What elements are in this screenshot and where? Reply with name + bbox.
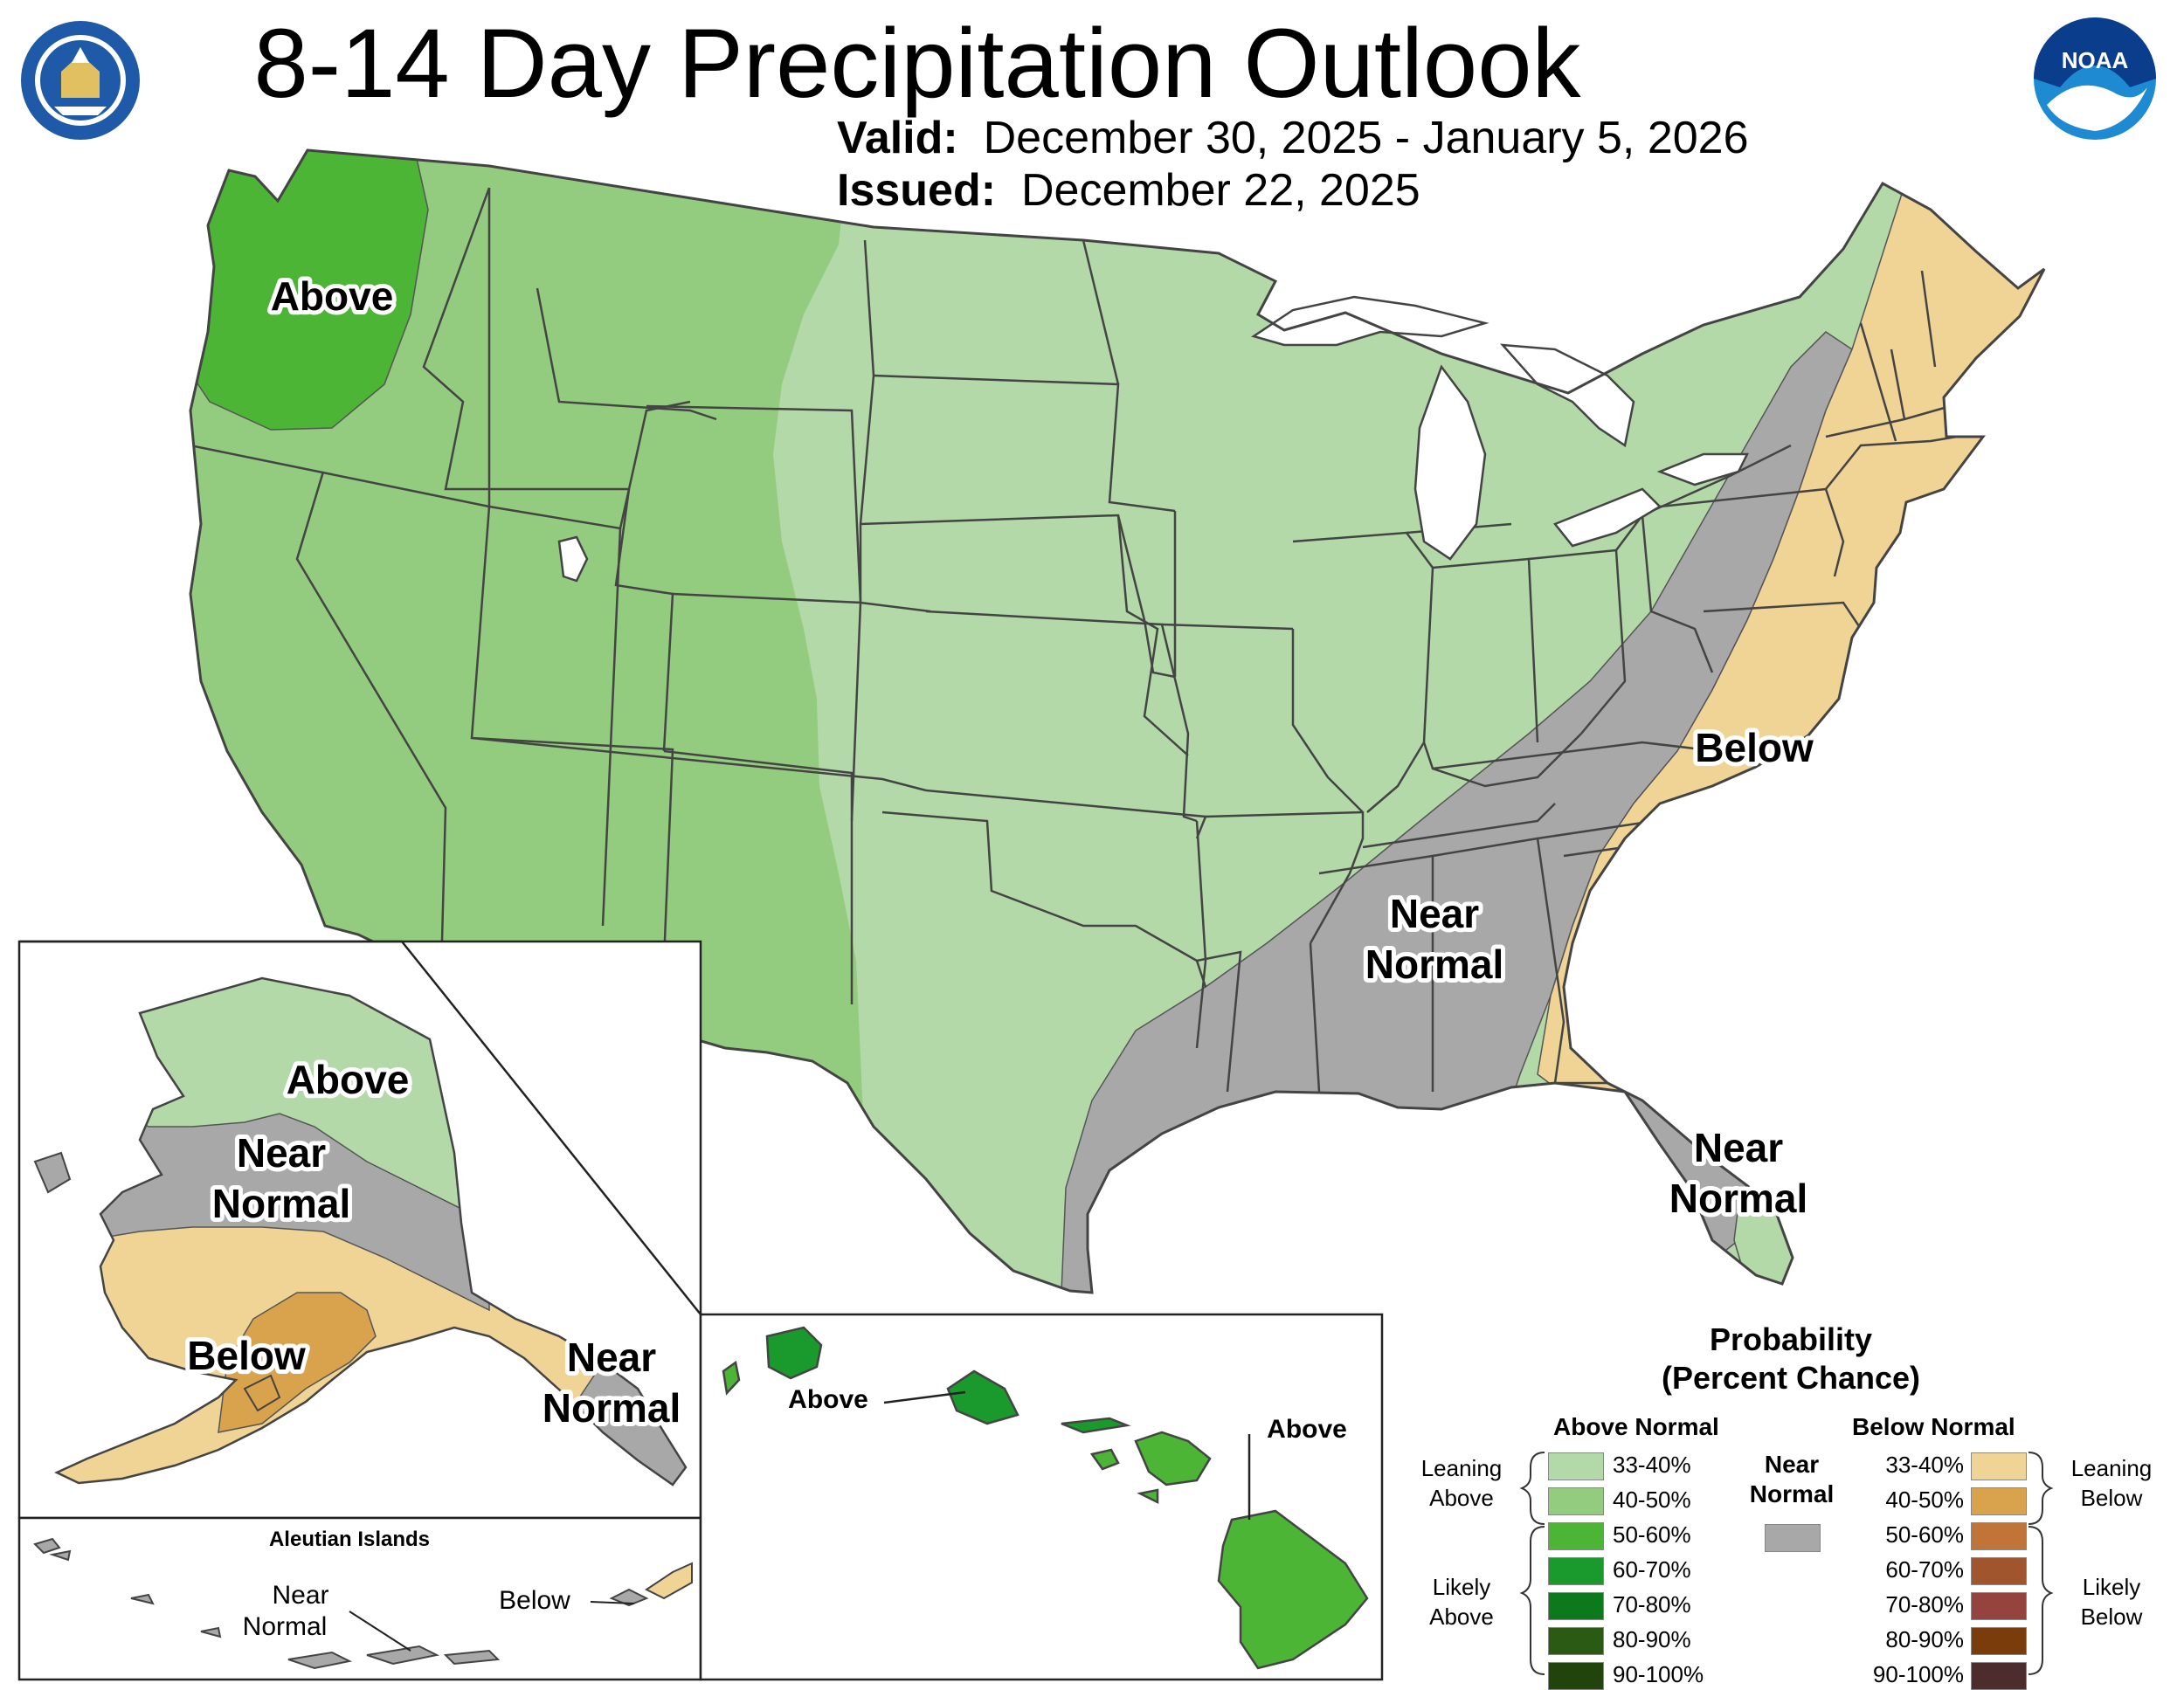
- noaa-logo: NOAA: [2034, 17, 2156, 140]
- legend-likely-above-label: Likely Above: [1405, 1572, 1518, 1631]
- legend-leaning-below-1: Leaning: [2070, 1455, 2153, 1481]
- conus-near-normal-label-1: Near: [1390, 891, 1479, 936]
- legend-above-bin-label-6: 90-100%: [1613, 1661, 1704, 1687]
- aleutian-islands-shapes: [33, 1537, 649, 1670]
- legend-below-bin-label-4: 70-80%: [1885, 1591, 1964, 1618]
- alaska-near-label-2: Normal: [212, 1181, 350, 1226]
- legend-near-header-1: Near: [1764, 1451, 1820, 1478]
- alaska-se-near-label-1: Near: [567, 1335, 656, 1380]
- issued-value: December 22, 2025: [1020, 165, 1420, 216]
- legend-below-swatch-5: [1971, 1627, 2027, 1655]
- legend-below-bin-label-1: 40-50%: [1885, 1487, 1964, 1513]
- legend-swatch-near-normal: [1765, 1524, 1821, 1552]
- legend-above-bin-label-0: 33-40%: [1613, 1452, 1691, 1478]
- molokai-island: [1061, 1417, 1131, 1434]
- legend-leaning-above-2: Above: [1429, 1485, 1494, 1511]
- legend-above-bin-label-4: 70-80%: [1613, 1591, 1691, 1618]
- issued-label: Issued:: [837, 165, 997, 216]
- legend-above-swatch-4: [1548, 1592, 1604, 1620]
- legend-below-swatch-1: [1971, 1487, 2027, 1515]
- florida-near-label-2: Normal: [1669, 1176, 1807, 1221]
- conus-near-normal-label-2: Normal: [1365, 942, 1503, 987]
- legend-near-header: Near Normal: [1744, 1450, 1840, 1509]
- conus-below-label: Below: [1695, 725, 1814, 770]
- legend-above-swatch-5: [1548, 1627, 1604, 1655]
- legend-below-swatch-6: [1971, 1662, 2027, 1690]
- legend-title-line-2: (Percent Chance): [1661, 1360, 1921, 1396]
- legend-likely-above-1: Likely: [1432, 1574, 1491, 1600]
- legend-likely-above-2: Above: [1429, 1604, 1494, 1630]
- alaska-inset: Above Near Normal Below Near Normal: [17, 940, 702, 1520]
- legend-leaning-below-2: Below: [2080, 1485, 2143, 1511]
- legend-likely-below-2: Below: [2080, 1604, 2143, 1630]
- legend-above-bin-label-2: 50-60%: [1613, 1521, 1691, 1548]
- legend-below-swatch-2: [1971, 1522, 2027, 1550]
- hawaii-inset: Above Above: [699, 1313, 1384, 1681]
- state-borders: [190, 187, 1966, 1093]
- legend-above-swatch-6: [1548, 1662, 1604, 1690]
- legend-above-swatch-0: [1548, 1452, 1604, 1480]
- valid-value: December 30, 2025 - January 5, 2026: [983, 113, 1749, 163]
- alaska-below-label: Below: [187, 1333, 306, 1378]
- legend-near-header-2: Normal: [1749, 1480, 1835, 1507]
- legend-below-swatch-0: [1971, 1452, 2027, 1480]
- great-lakes: [557, 295, 1750, 583]
- conus-above-label: Above: [271, 273, 394, 319]
- aleutian-title: Aleutian Islands: [269, 1528, 430, 1551]
- legend-likely-below-1: Likely: [2082, 1574, 2141, 1600]
- valid-dates: Valid: December 30, 2025 - January 5, 20…: [837, 112, 1749, 164]
- legend-below-swatch-4: [1971, 1592, 2027, 1620]
- map-title: 8-14 Day Precipitation Outlook: [253, 9, 1581, 118]
- florida-near-label-1: Near: [1694, 1125, 1783, 1170]
- aleutian-near-label-1: Near: [272, 1581, 328, 1610]
- legend-below-header: Below Normal: [1852, 1413, 2015, 1440]
- hawaii-above-label-2: Above: [1267, 1415, 1347, 1444]
- aleutian-inset: Aleutian Islands Near Normal Below: [17, 1516, 702, 1681]
- legend-below-bin-label-3: 60-70%: [1885, 1556, 1964, 1583]
- legend-below-bin-label-2: 50-60%: [1885, 1521, 1964, 1548]
- legend-leaning-above-1: Leaning: [1420, 1455, 1503, 1481]
- aleutian-below-label: Below: [499, 1586, 570, 1615]
- legend-above-swatch-1: [1548, 1487, 1604, 1515]
- legend-below-bin-label-5: 80-90%: [1885, 1626, 1964, 1652]
- maui-island: [1134, 1431, 1212, 1487]
- issued-date: Issued: December 22, 2025: [837, 164, 1420, 217]
- legend-likely-below-label: Likely Below: [2055, 1572, 2168, 1631]
- alaska-above-label: Above: [287, 1057, 410, 1102]
- legend-above-swatch-2: [1548, 1522, 1604, 1550]
- big-island: [1217, 1509, 1369, 1670]
- svg-text:NOAA: NOAA: [2062, 47, 2129, 73]
- legend-above-bin-label-1: 40-50%: [1613, 1487, 1691, 1513]
- legend-above-bin-label-5: 80-90%: [1613, 1626, 1691, 1652]
- kahoolawe-island: [1137, 1488, 1159, 1505]
- niihau-island: [722, 1360, 741, 1396]
- legend-below-swatch-3: [1971, 1557, 2027, 1585]
- legend-above-header: Above Normal: [1553, 1413, 1719, 1440]
- hawaii-above-label-1: Above: [788, 1385, 868, 1414]
- aleutian-near-label-2: Normal: [243, 1612, 328, 1641]
- kauai-island: [765, 1326, 823, 1380]
- legend-above-swatch-3: [1548, 1557, 1604, 1585]
- oahu-island: [946, 1369, 1019, 1425]
- commerce-seal: [17, 17, 143, 143]
- legend-title-line-1: Probability: [1709, 1321, 1873, 1357]
- lanai-island: [1089, 1448, 1120, 1471]
- alaska-se-near-label-2: Normal: [543, 1385, 681, 1431]
- legend-below-bin-label-6: 90-100%: [1872, 1661, 1964, 1687]
- valid-label: Valid:: [837, 113, 958, 163]
- legend-title: Probability (Percent Chance): [1415, 1321, 2167, 1397]
- legend-below-bin-label-0: 33-40%: [1885, 1452, 1964, 1478]
- legend-above-bin-label-3: 60-70%: [1613, 1556, 1691, 1583]
- legend-leaning-above-label: Leaning Above: [1405, 1453, 1518, 1513]
- alaska-near-label-1: Near: [237, 1130, 326, 1176]
- legend-leaning-below-label: Leaning Below: [2055, 1453, 2168, 1513]
